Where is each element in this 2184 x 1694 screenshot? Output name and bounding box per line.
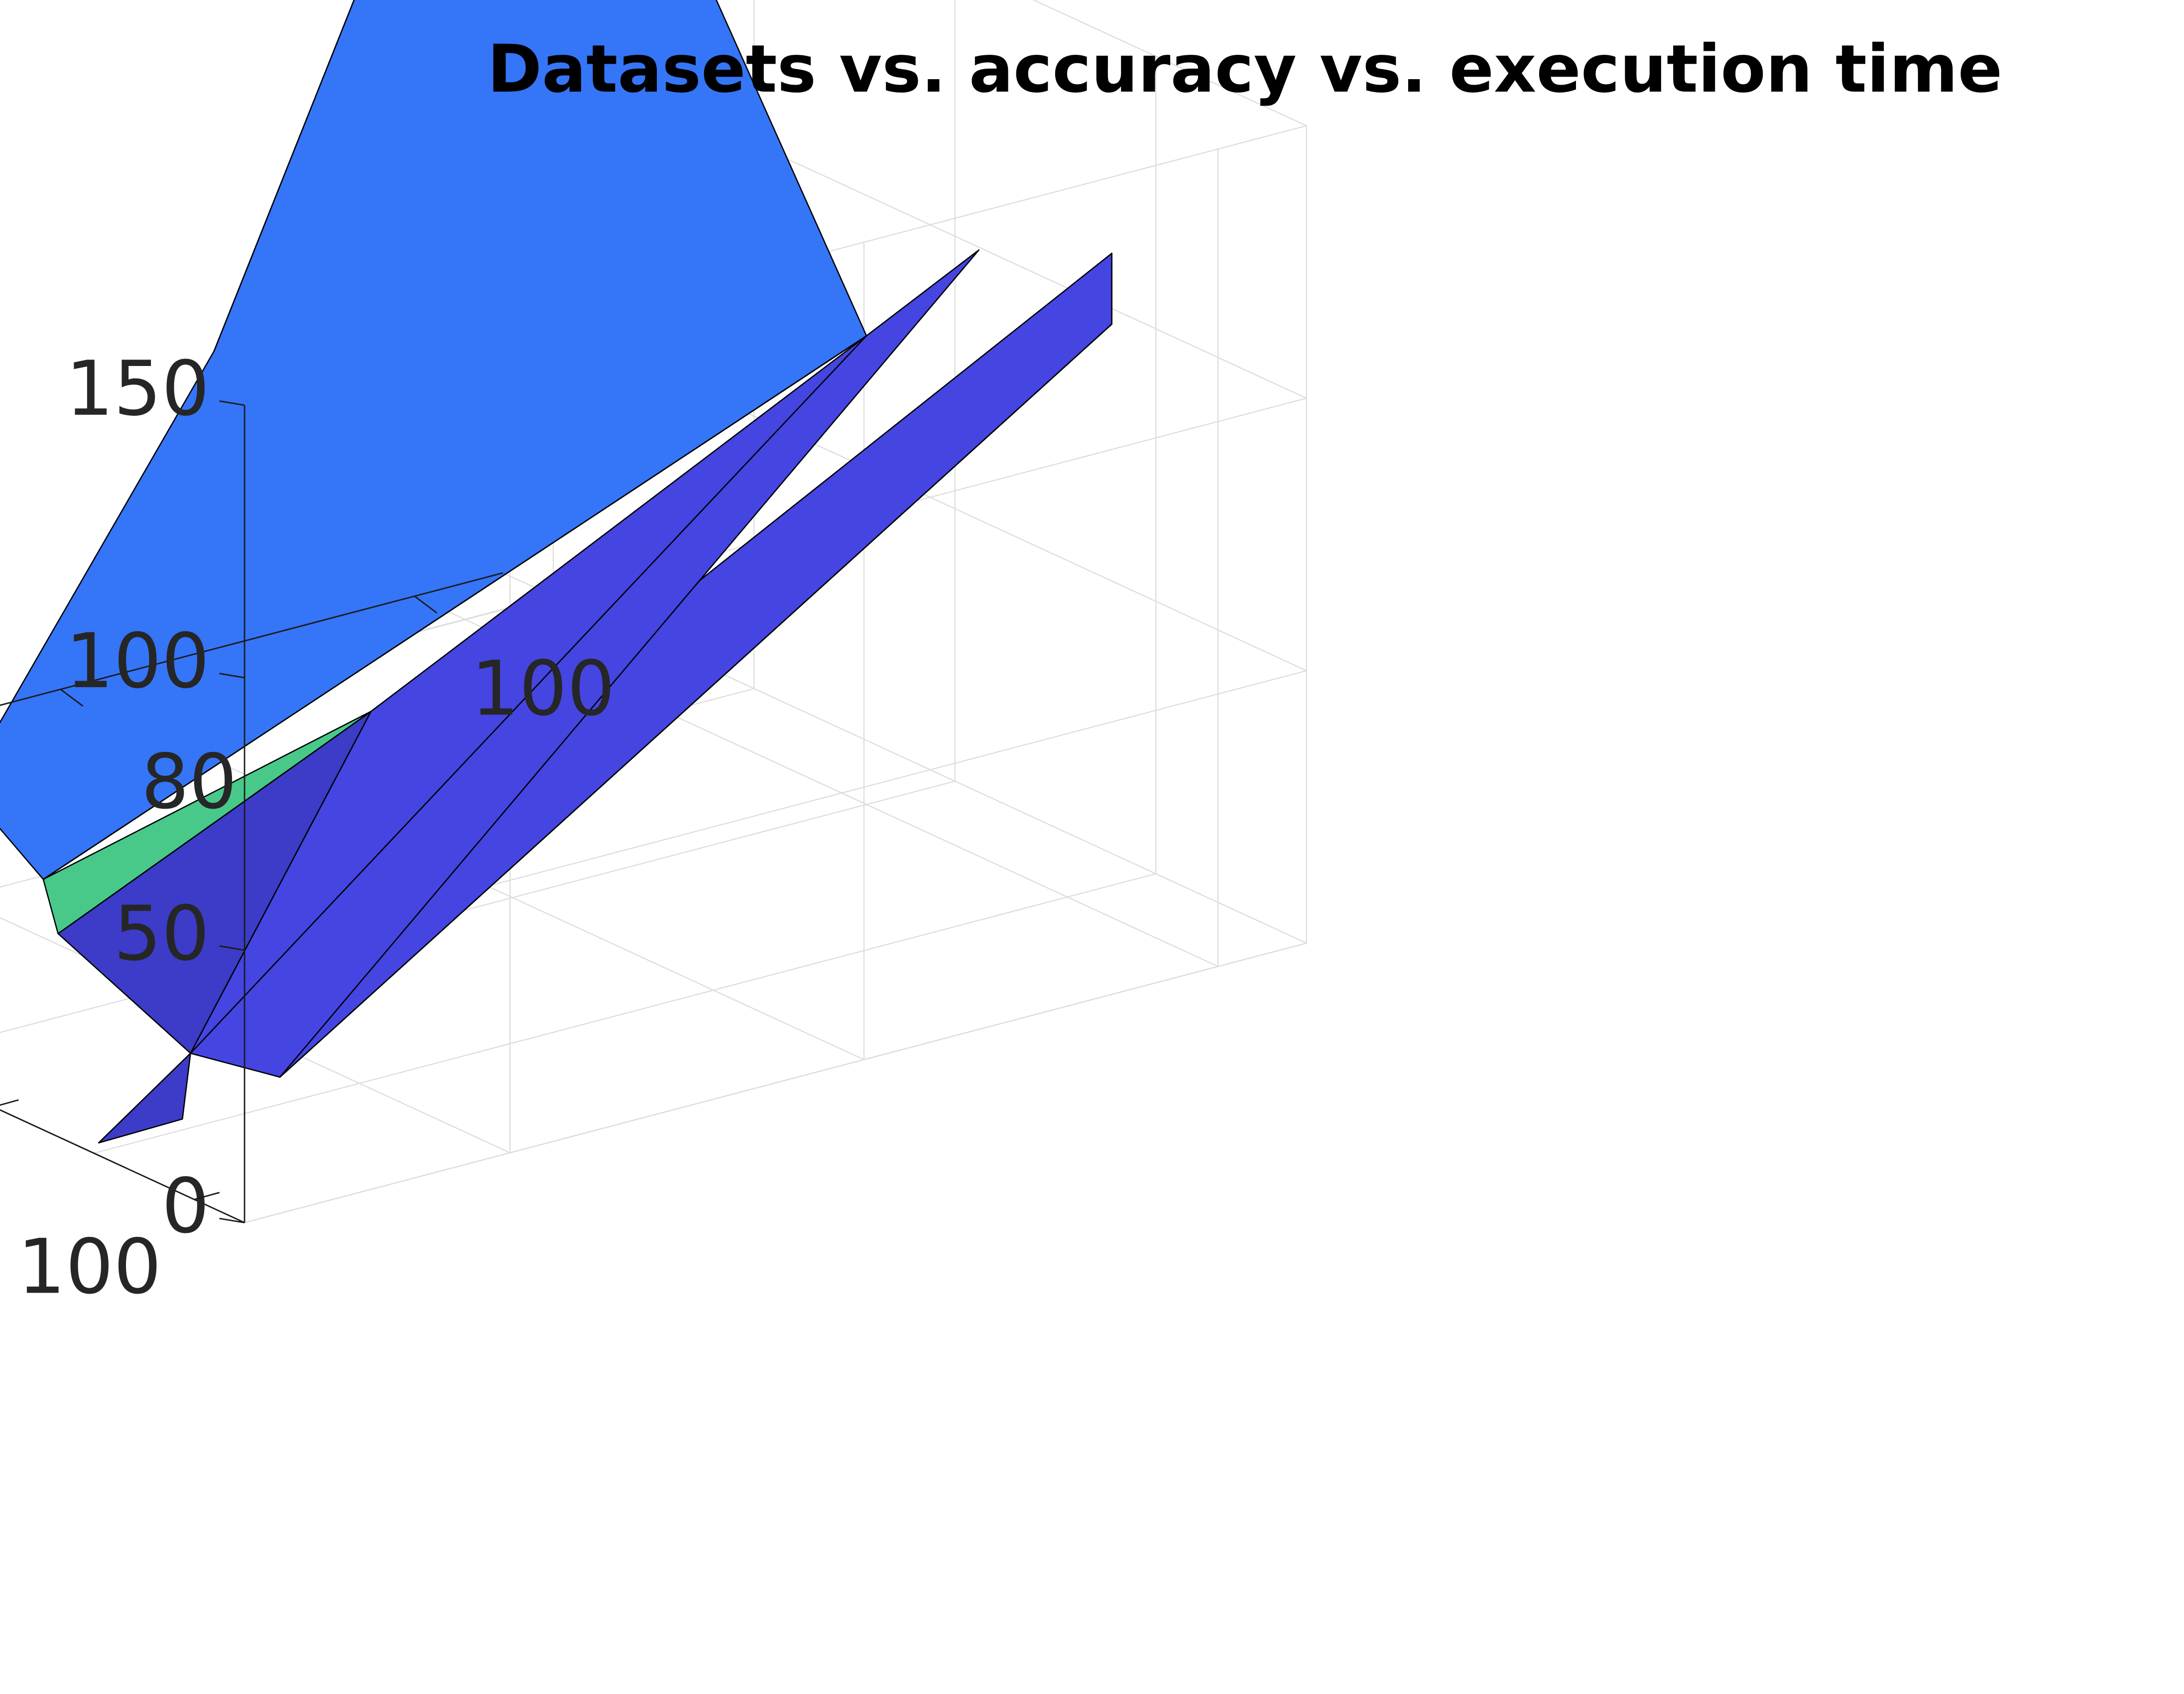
chart-title: Datasets vs. accuracy vs. execution time xyxy=(487,31,2003,108)
surface-edge-2 xyxy=(43,335,867,880)
z-tick-label: 100 xyxy=(66,617,210,705)
z-tick xyxy=(219,945,245,951)
gridline-floor-y xyxy=(244,943,1307,1223)
z-tick-label: 50 xyxy=(114,889,210,977)
x-tick xyxy=(414,596,438,614)
y-tick xyxy=(0,1099,19,1106)
gridline-back-z xyxy=(1032,0,1307,126)
z-tick xyxy=(219,400,245,406)
y-tick-label: 100 xyxy=(17,1222,161,1311)
surface-patch-4 xyxy=(42,711,372,935)
x-tick xyxy=(60,689,84,707)
z-tick xyxy=(219,1217,245,1223)
x-tick-label: 80 xyxy=(141,737,237,826)
z-tick-label: 150 xyxy=(66,345,210,433)
z-tick-label: 0 xyxy=(162,1162,210,1250)
surface-patch-3 xyxy=(98,1052,191,1144)
surface-edge-0 xyxy=(279,323,1112,1078)
surface-patch-1 xyxy=(190,249,980,1078)
x-tick-label: 100 xyxy=(471,644,615,732)
x-axis-line xyxy=(0,572,503,706)
y-axis-line xyxy=(0,1109,245,1223)
gridline-floor-y xyxy=(94,873,1156,1154)
surface-edge-1 xyxy=(190,335,867,1054)
z-tick xyxy=(219,673,245,679)
y-tick xyxy=(194,1192,220,1201)
